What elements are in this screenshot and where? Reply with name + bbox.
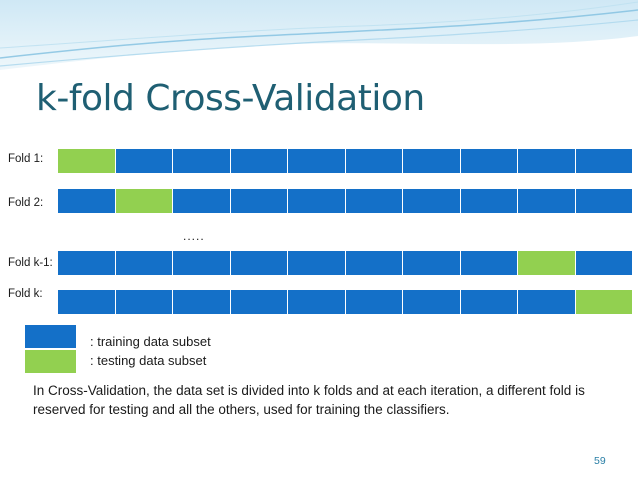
training-segment [344,251,402,275]
training-segment [402,290,460,314]
training-segment [229,290,287,314]
fold-2-row [58,189,632,213]
fold-2-label: Fold 2: [8,197,44,209]
training-segment [172,290,230,314]
training-segment [344,189,402,213]
training-segment [114,290,172,314]
training-segment [402,189,460,213]
fold-1-row [58,149,632,173]
training-segment [344,290,402,314]
training-segment [459,189,517,213]
testing-segment [58,149,115,173]
testing-segment [517,251,575,275]
slide-title: k-fold Cross-Validation [36,78,425,119]
fold-k-row [58,290,632,314]
page-number: 59 [594,455,606,467]
fold-k-label: Fold k: [8,288,43,300]
training-segment [459,149,517,173]
testing-segment [114,189,172,213]
training-segment [287,189,345,213]
training-segment [229,251,287,275]
training-segment [574,189,632,213]
training-segment [517,149,575,173]
legend-testing-swatch [25,350,76,373]
training-segment [459,251,517,275]
training-segment [58,189,115,213]
training-segment [58,251,115,275]
fold-1-label: Fold 1: [8,153,44,165]
training-segment [459,290,517,314]
training-segment [402,149,460,173]
training-segment [574,149,632,173]
training-segment [58,290,115,314]
training-segment [517,189,575,213]
description-text: In Cross-Validation, the data set is div… [33,383,585,417]
legend-training-label: : training data subset [90,334,211,349]
training-segment [229,189,287,213]
training-segment [172,149,230,173]
training-segment [172,251,230,275]
training-segment [229,149,287,173]
training-segment [287,149,345,173]
training-segment [517,290,575,314]
training-segment [574,251,632,275]
legend-testing-label: : testing data subset [90,353,207,368]
training-segment [344,149,402,173]
training-segment [172,189,230,213]
fold-k-minus-1-label: Fold k-1: [8,257,53,269]
legend-training-swatch [25,325,76,348]
training-segment [114,149,172,173]
training-segment [287,290,345,314]
testing-segment [574,290,632,314]
fold-k-minus-1-row [58,251,632,275]
training-segment [402,251,460,275]
training-segment [287,251,345,275]
ellipsis: ..... [183,229,205,243]
training-segment [114,251,172,275]
header-wave-decoration [0,0,638,70]
